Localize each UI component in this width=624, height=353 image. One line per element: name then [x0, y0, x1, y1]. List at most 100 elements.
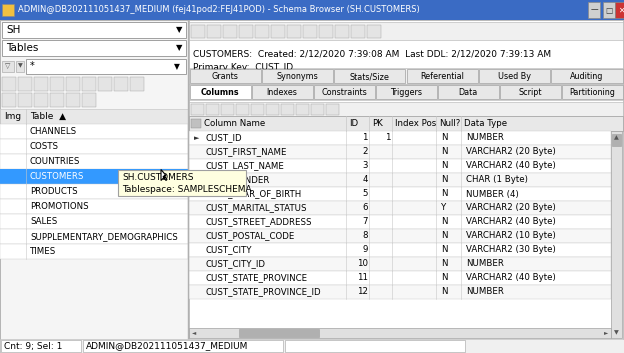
- Text: Tables: Tables: [6, 43, 38, 53]
- Bar: [189, 215, 611, 229]
- Bar: [281, 104, 294, 115]
- Bar: [189, 116, 623, 131]
- Bar: [66, 77, 80, 91]
- Text: VARCHAR2 (40 Byte): VARCHAR2 (40 Byte): [466, 162, 556, 170]
- Bar: [0, 109, 188, 124]
- Bar: [326, 104, 339, 115]
- Text: COUNTRIES: COUNTRIES: [30, 157, 80, 166]
- Bar: [189, 131, 611, 145]
- Text: Table  ▲: Table ▲: [30, 112, 66, 121]
- Text: ►: ►: [194, 135, 200, 141]
- Bar: [367, 25, 381, 38]
- Bar: [335, 25, 349, 38]
- Bar: [255, 25, 269, 38]
- Bar: [437, 85, 499, 99]
- Text: *: *: [30, 61, 35, 72]
- Text: ID: ID: [349, 119, 358, 128]
- Text: CUST_CITY_ID: CUST_CITY_ID: [206, 259, 266, 269]
- Bar: [0, 199, 188, 214]
- Bar: [603, 2, 615, 18]
- Bar: [271, 25, 285, 38]
- Text: 3: 3: [363, 162, 368, 170]
- Text: VARCHAR2 (40 Byte): VARCHAR2 (40 Byte): [466, 274, 556, 282]
- Text: VARCHAR2 (20 Byte): VARCHAR2 (20 Byte): [466, 203, 556, 213]
- Text: Script: Script: [519, 88, 542, 97]
- Text: NUMBER (4): NUMBER (4): [466, 190, 519, 198]
- Text: N: N: [441, 190, 447, 198]
- Bar: [2, 61, 14, 72]
- Text: VARCHAR2 (10 Byte): VARCHAR2 (10 Byte): [466, 232, 556, 240]
- Text: Cnt: 9; Sel: 1: Cnt: 9; Sel: 1: [4, 341, 62, 351]
- Bar: [130, 77, 144, 91]
- Bar: [191, 104, 204, 115]
- Text: VARCHAR2 (40 Byte): VARCHAR2 (40 Byte): [466, 217, 556, 227]
- Bar: [223, 25, 237, 38]
- Bar: [0, 184, 188, 199]
- Bar: [18, 93, 32, 107]
- Text: Columns: Columns: [201, 88, 240, 97]
- Bar: [190, 69, 261, 83]
- Bar: [26, 59, 186, 74]
- Text: Column Name: Column Name: [204, 119, 265, 128]
- Text: PRODUCTS: PRODUCTS: [30, 187, 77, 196]
- Text: SUPPLEMENTARY_DEMOGRAPHICS: SUPPLEMENTARY_DEMOGRAPHICS: [30, 232, 178, 241]
- Bar: [2, 40, 186, 56]
- Text: Y: Y: [441, 203, 446, 213]
- Text: 11: 11: [357, 274, 368, 282]
- Text: CUST_MARITAL_STATUS: CUST_MARITAL_STATUS: [206, 203, 308, 213]
- Bar: [406, 69, 478, 83]
- Bar: [376, 85, 437, 99]
- Bar: [189, 20, 623, 353]
- Text: Data Type: Data Type: [464, 119, 507, 128]
- Bar: [189, 102, 623, 116]
- Text: CUST_STATE_PROVINCE_ID: CUST_STATE_PROVINCE_ID: [206, 287, 321, 297]
- Bar: [239, 25, 253, 38]
- Text: ▲: ▲: [614, 136, 619, 140]
- Bar: [262, 69, 333, 83]
- Bar: [351, 25, 365, 38]
- Text: N: N: [441, 175, 447, 185]
- Bar: [615, 2, 624, 18]
- Bar: [0, 154, 188, 169]
- Text: CUST_CITY: CUST_CITY: [206, 245, 253, 255]
- Text: CHAR (1 Byte): CHAR (1 Byte): [466, 175, 528, 185]
- Text: NUMBER: NUMBER: [466, 133, 504, 143]
- Text: N: N: [441, 148, 447, 156]
- Text: Tablespace: SAMPLESCHEMA: Tablespace: SAMPLESCHEMA: [122, 185, 251, 195]
- Bar: [0, 169, 188, 184]
- Bar: [0, 229, 188, 244]
- Bar: [34, 77, 48, 91]
- Text: NUMBER: NUMBER: [466, 287, 504, 297]
- Bar: [296, 104, 309, 115]
- Text: Index Pos: Index Pos: [395, 119, 436, 128]
- Bar: [221, 104, 234, 115]
- Text: Grants: Grants: [212, 72, 238, 81]
- Bar: [82, 77, 96, 91]
- Text: CUST_LAST_NAME: CUST_LAST_NAME: [206, 162, 285, 170]
- Bar: [189, 328, 611, 338]
- Bar: [191, 119, 201, 128]
- Bar: [0, 20, 188, 353]
- Text: ADMIN@DB202111051437_MEDIUM (fej41pod2:FEJ41POD) - Schema Browser (SH.CUSTOMERS): ADMIN@DB202111051437_MEDIUM (fej41pod2:F…: [18, 6, 420, 14]
- Bar: [16, 61, 24, 72]
- Text: Null?: Null?: [439, 119, 461, 128]
- Bar: [189, 173, 611, 187]
- Text: ✕: ✕: [618, 6, 624, 14]
- Bar: [66, 93, 80, 107]
- Text: CUST_STREET_ADDRESS: CUST_STREET_ADDRESS: [206, 217, 313, 227]
- Bar: [207, 25, 221, 38]
- Bar: [562, 85, 623, 99]
- Text: PK: PK: [372, 119, 383, 128]
- Bar: [189, 187, 611, 201]
- Text: Auditing: Auditing: [570, 72, 603, 81]
- Text: ADMIN@DB202111051437_MEDIUM: ADMIN@DB202111051437_MEDIUM: [86, 341, 248, 351]
- Bar: [189, 257, 611, 271]
- Bar: [0, 139, 188, 154]
- Bar: [98, 77, 112, 91]
- Text: Synonyms: Synonyms: [276, 72, 318, 81]
- Bar: [303, 25, 317, 38]
- Bar: [190, 85, 250, 99]
- Bar: [285, 340, 465, 352]
- Bar: [334, 69, 406, 83]
- Text: NUMBER: NUMBER: [466, 259, 504, 269]
